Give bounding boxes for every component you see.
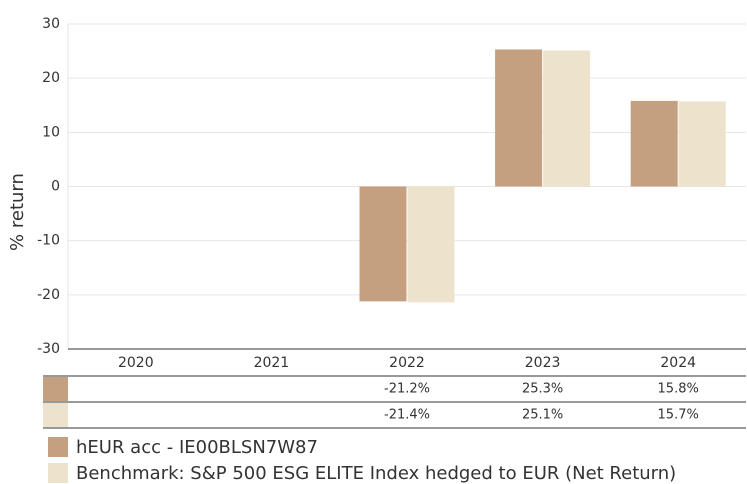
x-tick-label: 2022	[389, 355, 425, 371]
y-tick-label: 10	[42, 124, 60, 140]
legend-swatch	[48, 463, 68, 483]
x-tick-label: 2020	[118, 355, 154, 371]
table-cell: 15.8%	[658, 382, 699, 397]
y-tick-label: 0	[51, 179, 60, 195]
bar	[543, 50, 591, 187]
bar	[678, 101, 726, 187]
legend-label: hEUR acc - IE00BLSN7W87	[76, 437, 318, 458]
table-swatch	[43, 377, 68, 401]
table-cell: -21.4%	[384, 408, 430, 423]
x-tick-label: 2021	[254, 355, 290, 371]
bar	[359, 186, 407, 302]
legend-label: Benchmark: S&P 500 ESG ELITE Index hedge…	[76, 463, 676, 484]
y-tick-label: 20	[42, 70, 60, 86]
x-tick-label: 2023	[525, 355, 561, 371]
bar	[630, 100, 678, 187]
x-tick-label: 2024	[660, 355, 696, 371]
y-tick-label: -20	[37, 287, 60, 303]
bar	[407, 186, 455, 303]
bar	[495, 49, 543, 187]
legend-swatch	[48, 437, 68, 457]
table-cell: -21.2%	[384, 382, 430, 397]
y-tick-label: -10	[37, 233, 60, 249]
table-swatch	[43, 403, 68, 427]
y-axis-label: % return	[7, 173, 28, 251]
y-tick-label: 30	[42, 16, 60, 32]
table-cell: 25.1%	[522, 408, 563, 423]
table-cell: 15.7%	[658, 408, 699, 423]
table-cell: 25.3%	[522, 382, 563, 397]
y-tick-label: -30	[37, 341, 60, 357]
